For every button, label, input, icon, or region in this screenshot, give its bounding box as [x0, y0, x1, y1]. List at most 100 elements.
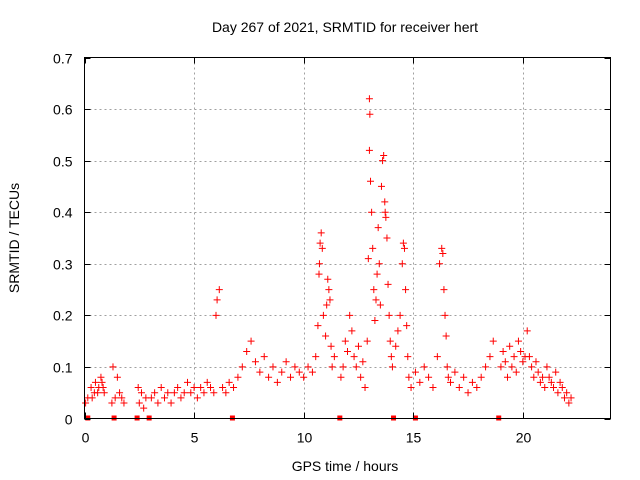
data-point	[534, 368, 542, 376]
data-point	[207, 384, 215, 392]
data-point	[174, 384, 182, 392]
data-point	[371, 317, 379, 325]
data-point	[376, 301, 384, 309]
data-point	[341, 337, 349, 345]
data-point	[556, 378, 564, 386]
y-tick-label: 0	[65, 412, 73, 428]
data-point	[314, 322, 322, 330]
data-point	[374, 224, 382, 232]
x-tick-label: 10	[297, 430, 313, 446]
data-point	[441, 311, 449, 319]
data-point	[219, 384, 227, 392]
data-point	[111, 394, 119, 402]
data-point	[385, 311, 393, 319]
data-point	[394, 327, 402, 335]
data-point	[87, 384, 95, 392]
data-point	[420, 363, 428, 371]
data-point	[530, 373, 538, 381]
data-point	[416, 378, 424, 386]
data-point	[316, 239, 324, 247]
data-point	[230, 384, 238, 392]
data-point	[91, 378, 99, 386]
data-point	[486, 353, 494, 361]
data-point	[354, 342, 362, 350]
data-point	[482, 363, 490, 371]
data-point	[210, 389, 218, 397]
y-tick-label: 0.6	[53, 102, 73, 118]
data-point	[411, 368, 419, 376]
data-point	[554, 389, 562, 397]
data-point	[405, 373, 413, 381]
data-point	[348, 327, 356, 335]
data-point	[282, 358, 290, 366]
data-point	[170, 389, 178, 397]
data-point	[525, 353, 533, 361]
data-point	[563, 389, 571, 397]
data-point	[287, 373, 295, 381]
data-point	[323, 301, 331, 309]
data-point	[330, 353, 338, 361]
data-point	[98, 378, 106, 386]
data-point	[442, 332, 450, 340]
data-point	[460, 373, 468, 381]
data-point	[499, 347, 507, 355]
data-point	[388, 363, 396, 371]
data-point	[536, 378, 544, 386]
data-points	[82, 95, 575, 412]
data-point	[429, 384, 437, 392]
data-point	[151, 389, 159, 397]
data-point	[113, 373, 121, 381]
data-point	[386, 337, 394, 345]
data-point	[324, 275, 332, 283]
data-point	[369, 244, 377, 252]
grid-lines	[84, 57, 611, 419]
y-tick-label: 0.2	[53, 308, 73, 324]
data-point	[322, 332, 330, 340]
data-point	[400, 244, 408, 252]
data-point	[381, 208, 389, 216]
data-point	[97, 373, 105, 381]
data-point	[212, 311, 220, 319]
x-tick-label: 20	[516, 430, 532, 446]
data-point	[328, 363, 336, 371]
data-point	[558, 384, 566, 392]
data-point	[225, 378, 233, 386]
data-point	[339, 363, 347, 371]
data-point	[372, 296, 380, 304]
data-point	[118, 394, 126, 402]
data-point	[399, 239, 407, 247]
data-point	[291, 363, 299, 371]
data-point	[387, 353, 395, 361]
data-point	[269, 363, 277, 371]
data-point	[234, 373, 242, 381]
data-point	[357, 373, 365, 381]
data-point	[100, 389, 108, 397]
data-point	[477, 373, 485, 381]
data-point	[468, 378, 476, 386]
data-point	[543, 363, 551, 371]
data-point	[489, 337, 497, 345]
data-point	[140, 404, 148, 412]
data-point	[407, 384, 415, 392]
data-point	[517, 347, 525, 355]
data-point	[344, 347, 351, 355]
data-point	[190, 384, 198, 392]
data-point	[396, 311, 404, 319]
axis-ticks: 0 5 10 15 20 0 0.1 0.2 0.3 0.4 0.5 0.6 0.7	[53, 51, 611, 446]
data-point	[256, 368, 264, 376]
data-point	[197, 384, 205, 392]
data-point	[377, 182, 385, 190]
data-point	[567, 394, 575, 402]
data-point	[436, 260, 444, 268]
data-point	[88, 394, 96, 402]
data-point	[552, 368, 560, 376]
data-point	[384, 280, 392, 288]
data-point	[560, 394, 568, 402]
data-point	[312, 353, 320, 361]
data-point	[473, 384, 481, 392]
data-point	[539, 373, 547, 381]
data-point	[215, 286, 223, 294]
data-point	[295, 368, 303, 376]
data-point	[545, 373, 553, 381]
data-point	[147, 394, 155, 402]
